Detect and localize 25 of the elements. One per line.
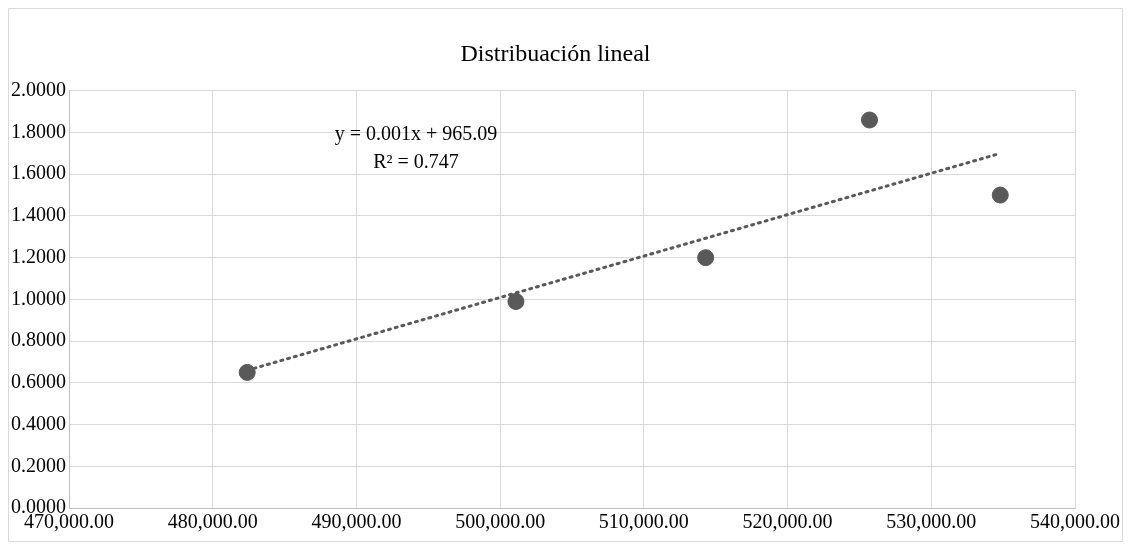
annotation: R² = 0.747 (373, 150, 459, 173)
y-tick-label: 1.4000 (11, 203, 66, 226)
x-tick-label: 510,000.00 (598, 510, 689, 533)
x-tick-label: 490,000.00 (311, 510, 402, 533)
point (860, 111, 878, 129)
y-tick-label: 1.6000 (11, 161, 66, 184)
x-tick-label: 500,000.00 (455, 510, 546, 533)
x-tick-label: 530,000.00 (886, 510, 977, 533)
y-tick-label: 0.4000 (11, 411, 66, 434)
y-tick-label: 0.6000 (11, 370, 66, 393)
point (507, 292, 525, 310)
x-tick-label: 540,000.00 (1030, 510, 1120, 533)
annotation: y = 0.001x + 965.09 (334, 122, 498, 146)
point (238, 363, 256, 381)
y-tick-label: 1.8000 (11, 119, 66, 142)
x-tick-label: 480,000.00 (167, 510, 258, 533)
y-tick-label: 2.0000 (11, 78, 66, 101)
y-tick-label: 1.0000 (11, 286, 66, 309)
x-tick-label: 520,000.00 (742, 510, 833, 533)
point (991, 186, 1009, 204)
chart-title: Distribuación lineal (460, 39, 651, 66)
y-tick-label: 0.8000 (11, 328, 66, 351)
point (697, 249, 715, 267)
y-tick-label: 1.2000 (11, 244, 66, 267)
y-tick-label: 0.2000 (11, 453, 66, 476)
